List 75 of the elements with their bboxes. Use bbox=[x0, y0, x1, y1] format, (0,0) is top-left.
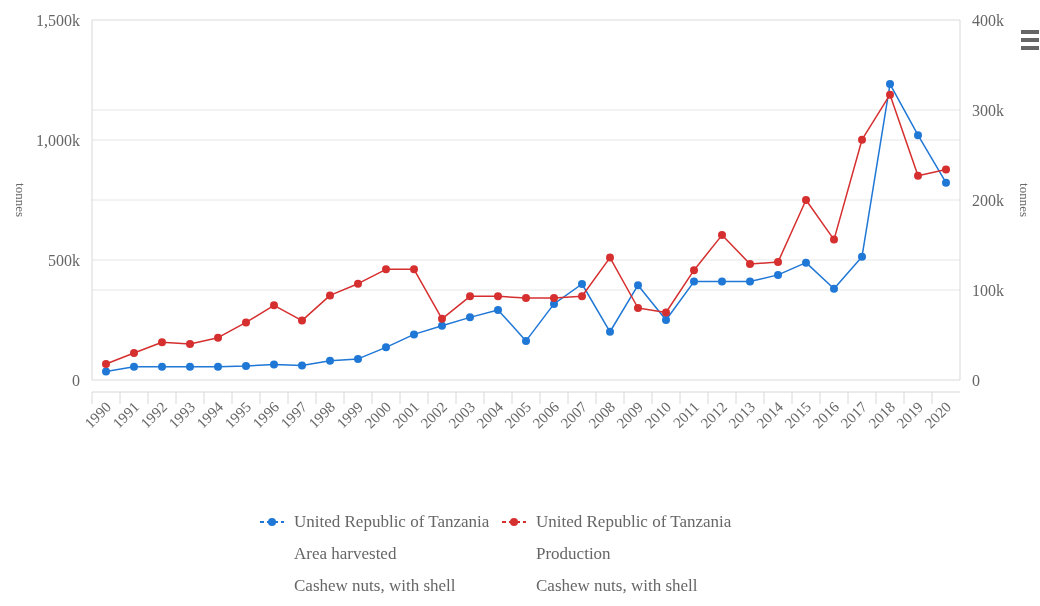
point bbox=[130, 362, 138, 371]
y2-tick-label: 100k bbox=[972, 281, 1004, 299]
point bbox=[158, 338, 166, 347]
point bbox=[494, 305, 502, 314]
y2-tick-label: 300k bbox=[972, 101, 1004, 119]
point bbox=[382, 265, 390, 274]
point bbox=[662, 316, 670, 324]
point bbox=[466, 292, 474, 301]
point bbox=[802, 196, 810, 204]
point bbox=[214, 362, 222, 371]
point bbox=[242, 362, 250, 371]
point bbox=[354, 279, 362, 288]
legend-label: United Republic of Tanzania Production Cashew nuts, with shell bbox=[536, 512, 732, 595]
point bbox=[942, 178, 950, 187]
legend-label: United Republic of Tanzania Area harvested Cashew nuts, with shell bbox=[294, 512, 490, 595]
point bbox=[354, 354, 362, 363]
y-tick-label: 1,000k bbox=[36, 131, 80, 149]
point bbox=[746, 259, 754, 268]
point bbox=[102, 367, 110, 376]
point bbox=[270, 301, 278, 310]
point bbox=[914, 131, 922, 140]
point bbox=[830, 235, 838, 244]
y-tick-label: 1,500k bbox=[36, 11, 80, 29]
point bbox=[634, 281, 642, 290]
point bbox=[830, 284, 838, 293]
point bbox=[774, 270, 782, 279]
point bbox=[410, 330, 418, 339]
point bbox=[214, 333, 222, 342]
point bbox=[130, 349, 138, 357]
point bbox=[438, 321, 446, 330]
point bbox=[466, 313, 474, 322]
point bbox=[186, 340, 194, 348]
point bbox=[410, 265, 418, 274]
y-tick-label: 500k bbox=[48, 251, 80, 269]
point bbox=[298, 361, 306, 370]
point bbox=[886, 90, 894, 99]
point bbox=[550, 294, 558, 303]
y2-tick-label: 0 bbox=[972, 371, 980, 389]
point bbox=[326, 291, 334, 300]
point bbox=[914, 171, 922, 180]
point bbox=[606, 327, 614, 336]
point bbox=[326, 356, 334, 365]
point bbox=[718, 277, 726, 286]
point bbox=[158, 362, 166, 371]
y2-axis-title: tonnes bbox=[1017, 183, 1032, 217]
y-tick-label: 0 bbox=[72, 371, 80, 389]
y-axis-title: tonnes bbox=[13, 183, 28, 217]
point bbox=[186, 362, 194, 371]
y2-tick-label: 400k bbox=[972, 11, 1004, 29]
point bbox=[382, 343, 390, 352]
point bbox=[746, 277, 754, 286]
point bbox=[858, 135, 866, 144]
point bbox=[858, 252, 866, 261]
point bbox=[634, 304, 642, 312]
point bbox=[662, 308, 670, 317]
point bbox=[522, 294, 530, 303]
point bbox=[522, 336, 530, 345]
x-tick-label: 1991 bbox=[109, 398, 143, 432]
point bbox=[690, 266, 698, 275]
point bbox=[102, 359, 110, 368]
point bbox=[774, 258, 782, 267]
point bbox=[718, 231, 726, 240]
point bbox=[494, 292, 502, 301]
point bbox=[242, 318, 250, 327]
point bbox=[270, 360, 278, 369]
point bbox=[298, 316, 306, 325]
point bbox=[802, 258, 810, 267]
point bbox=[578, 280, 586, 288]
point bbox=[438, 314, 446, 323]
point bbox=[690, 277, 698, 286]
point bbox=[606, 253, 614, 262]
point bbox=[942, 165, 950, 174]
point bbox=[578, 292, 586, 301]
point bbox=[886, 80, 894, 89]
y2-tick-label: 200k bbox=[972, 191, 1004, 209]
